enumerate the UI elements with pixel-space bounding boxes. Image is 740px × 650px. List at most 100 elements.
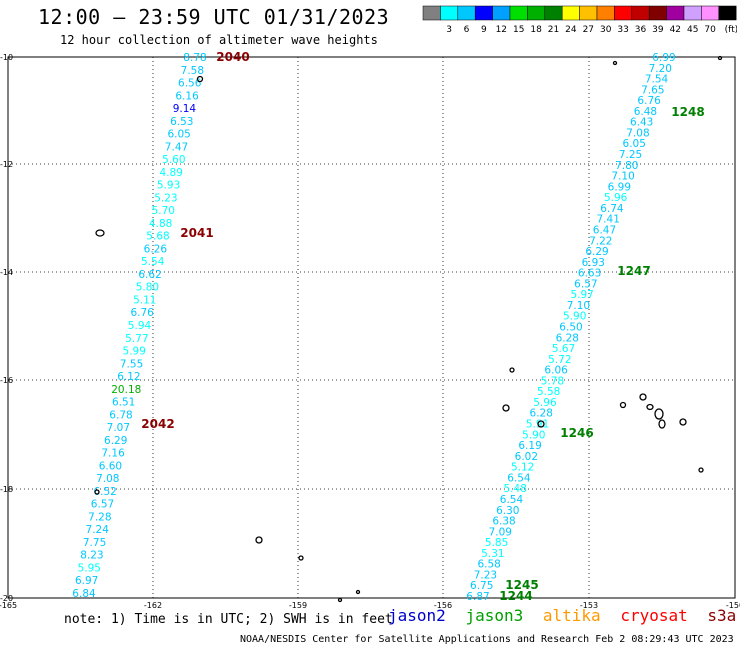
island-outline	[619, 401, 627, 409]
page-subtitle: 12 hour collection of altimeter wave hei…	[60, 33, 378, 47]
colorbar-tick-label: 30	[600, 25, 612, 35]
page-title: 12:00 – 23:59 UTC 01/31/2023	[38, 5, 390, 29]
west-track-value: 5.70	[152, 205, 175, 217]
east-track-value: 7.20	[649, 63, 672, 75]
west-track-value: 7.16	[101, 448, 125, 460]
island-outline	[355, 589, 361, 595]
east-track-value: 5.48	[504, 483, 527, 495]
east-track-value: 6.76	[637, 95, 661, 107]
west-track-value: 20.18	[111, 384, 141, 396]
island-outline	[654, 408, 664, 420]
map-frame	[7, 56, 736, 599]
east-track-value: 6.28	[556, 332, 579, 344]
colorbar-tick-label: 36	[635, 25, 647, 35]
wave-height-map: -10 -12 -14 -16 -18 -20-165 -162 -159 -156 -153 -1…	[0, 50, 740, 610]
latitude-tick-label: -20	[0, 594, 13, 603]
west-track-value: 6.52	[93, 486, 116, 498]
island-outline	[337, 597, 343, 603]
colorbar-tick-label: 15	[513, 25, 524, 35]
colorbar-tick-label: 33	[617, 25, 628, 35]
west-track-value: 7.08	[96, 473, 119, 485]
colorbar-tick-label: 12	[496, 25, 507, 35]
footnote: note: 1) Time is in UTC; 2) SWH is in fe…	[64, 612, 393, 627]
east-track-value: 6.30	[496, 505, 519, 517]
west-track-value: 5.95	[78, 562, 101, 574]
island-outline	[612, 60, 618, 66]
east-track-value: 6.99	[608, 181, 631, 193]
island-outline	[255, 536, 263, 544]
pass-time-label: 2041	[180, 226, 213, 240]
east-track-value: 6.54	[500, 494, 524, 506]
latitude-tick-label: -18	[0, 485, 13, 494]
west-track-value: 6.12	[117, 371, 140, 383]
island-outline	[717, 55, 723, 61]
colorbar-tick-label: 24	[565, 25, 577, 35]
west-track-value: 7.47	[165, 141, 188, 153]
east-track-value: 7.65	[641, 84, 664, 96]
west-track-value: 6.29	[104, 435, 127, 447]
east-track-value: 6.58	[477, 559, 500, 571]
west-track-value: 6.62	[138, 269, 161, 281]
west-track-value: 6.78	[109, 409, 132, 421]
east-track-value: 7.54	[645, 74, 669, 86]
west-track-value: 5.80	[136, 282, 159, 294]
east-track-value: 5.58	[537, 386, 560, 398]
east-track-value: 6.63	[578, 268, 601, 280]
west-track-value: 5.23	[154, 192, 177, 204]
pass-time-label: 1248	[671, 105, 704, 119]
west-track-value: 9.14	[173, 103, 197, 115]
east-track-value: 6.19	[518, 440, 541, 452]
east-track-value: 5.12	[511, 462, 534, 474]
west-track-value: 7.55	[120, 358, 143, 370]
island-outline	[509, 367, 515, 373]
island-outline	[658, 419, 666, 429]
west-track-value: 4.88	[149, 218, 172, 230]
west-track-value: 7.28	[88, 511, 111, 523]
east-track-value: 6.57	[574, 278, 597, 290]
east-track-value: 7.10	[611, 171, 634, 183]
longitude-tick-label: -153	[580, 601, 598, 610]
longitude-tick-label: -156	[434, 601, 452, 610]
island-outline	[94, 489, 100, 495]
colorbar-tick-label: 18	[530, 25, 542, 35]
east-track-value: 6.43	[630, 117, 653, 129]
colorbar-swatch	[718, 5, 737, 21]
east-track-value: 6.02	[515, 451, 538, 463]
east-track-value: 6.05	[623, 138, 646, 150]
east-track-value: 7.09	[489, 526, 512, 538]
east-track-value: 7.22	[589, 235, 612, 247]
island-outline	[95, 229, 105, 237]
island-outline	[639, 393, 647, 401]
colorbar-tick-label: 6	[464, 25, 470, 35]
legend-cryosat: cryosat	[620, 606, 688, 625]
colorbar-tick-label: 3	[446, 25, 452, 35]
west-track-value: 6.97	[75, 575, 98, 587]
colorbar-tick-label: 70	[704, 25, 716, 35]
west-track-value: 5.68	[146, 231, 169, 243]
pass-time-label: 1247	[617, 264, 650, 278]
east-track-value: 7.08	[626, 127, 649, 139]
wave-height-colorbar: 3 6 9 12 15 18 21 24 27 30 33 36 39 42 45 70 (ft)	[422, 5, 737, 35]
colorbar-tick-label: 42	[670, 25, 681, 35]
east-track-value: 6.93	[582, 257, 605, 269]
east-track-value: 6.99	[652, 52, 675, 64]
island-outline	[502, 404, 510, 412]
colorbar-tick-label: 9	[481, 25, 487, 35]
east-track-value: 5.72	[548, 354, 571, 366]
east-track-value: 6.47	[593, 224, 616, 236]
west-track-value: 6.76	[130, 307, 154, 319]
east-track-value: 5.96	[604, 192, 628, 204]
colorbar-tick-label: 21	[548, 25, 559, 35]
east-track-value: 6.87	[466, 591, 489, 603]
pass-time-label: 2040	[216, 50, 249, 64]
latitude-tick-label: -12	[0, 160, 13, 169]
credit-line: NOAA/NESDIS Center for Satellite Applica…	[240, 634, 734, 645]
east-track-value: 6.38	[492, 516, 515, 528]
latitude-tick-label: -16	[0, 376, 13, 385]
west-track-value: 5.99	[123, 346, 146, 358]
west-track-value: 6.60	[99, 460, 122, 472]
west-track-value: 6.53	[170, 116, 193, 128]
east-track-value: 6.54	[507, 472, 531, 484]
west-track-value: 7.58	[181, 65, 204, 77]
pass-time-label: 1244	[499, 589, 532, 603]
